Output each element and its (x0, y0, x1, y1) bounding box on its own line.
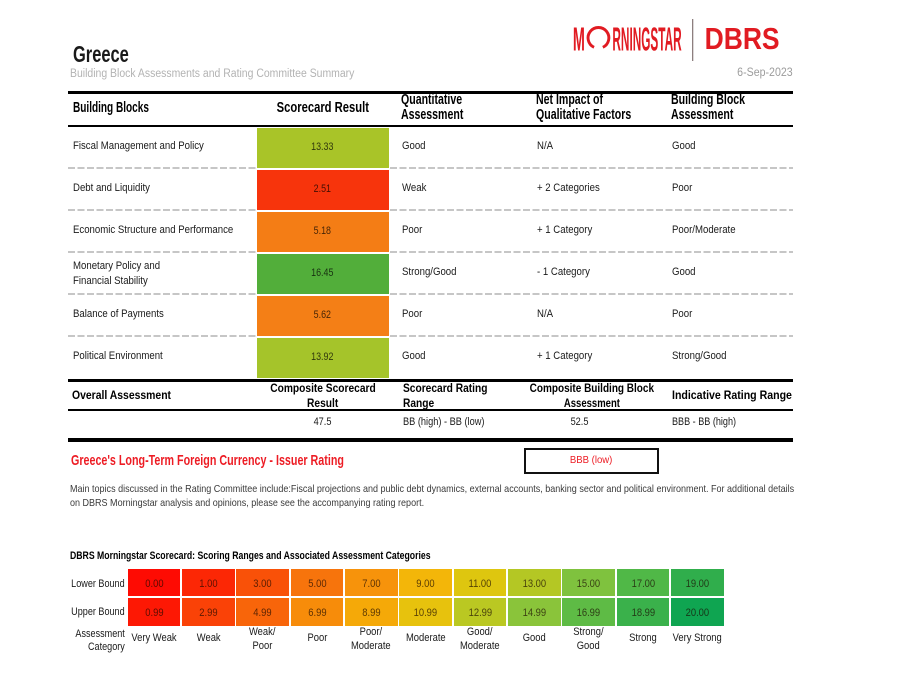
svg-text:DBRS: DBRS (705, 21, 780, 56)
svg-text:M: M (573, 21, 585, 58)
svg-text:RNINGSTAR: RNINGSTAR (612, 21, 681, 58)
